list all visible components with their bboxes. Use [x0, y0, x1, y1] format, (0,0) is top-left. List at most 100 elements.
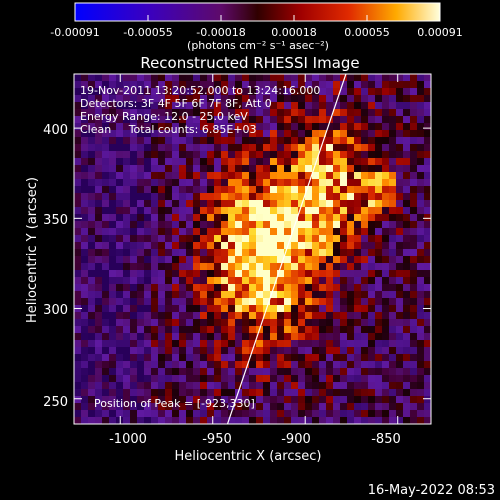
heatmap-cell: [207, 340, 214, 347]
heatmap-cell: [95, 172, 102, 179]
heatmap-cell: [144, 130, 151, 137]
heatmap-cell: [193, 368, 200, 375]
heatmap-cell: [221, 81, 228, 88]
heatmap-cell: [403, 123, 410, 130]
heatmap-cell: [270, 326, 277, 333]
heatmap-cell: [179, 123, 186, 130]
heatmap-cell: [207, 74, 214, 81]
heatmap-cell: [249, 298, 256, 305]
heatmap-cell: [319, 368, 326, 375]
heatmap-cell: [326, 347, 333, 354]
heatmap-cell: [137, 333, 144, 340]
heatmap-cell: [102, 179, 109, 186]
heatmap-cell: [109, 214, 116, 221]
heatmap-cell: [249, 109, 256, 116]
heatmap-cell: [116, 319, 123, 326]
heatmap-cell: [277, 158, 284, 165]
heatmap-cell: [270, 144, 277, 151]
heatmap-cell: [144, 312, 151, 319]
heatmap-cell: [368, 242, 375, 249]
heatmap-cell: [333, 382, 340, 389]
heatmap-cell: [263, 81, 270, 88]
heatmap-cell: [172, 193, 179, 200]
heatmap-cell: [88, 172, 95, 179]
heatmap-cell: [410, 172, 417, 179]
heatmap-cell: [277, 193, 284, 200]
heatmap-cell: [347, 256, 354, 263]
heatmap-cell: [242, 347, 249, 354]
heatmap-cell: [88, 298, 95, 305]
heatmap-cell: [88, 179, 95, 186]
heatmap-cell: [221, 165, 228, 172]
heatmap-cell: [158, 298, 165, 305]
heatmap-cell: [242, 130, 249, 137]
heatmap-cell: [277, 116, 284, 123]
heatmap-cell: [298, 130, 305, 137]
heatmap-cell: [249, 207, 256, 214]
heatmap-cell: [221, 333, 228, 340]
heatmap-cell: [214, 116, 221, 123]
heatmap-cell: [382, 88, 389, 95]
heatmap-cell: [396, 256, 403, 263]
heatmap-cell: [361, 396, 368, 403]
heatmap-cell: [242, 74, 249, 81]
heatmap-cell: [375, 95, 382, 102]
heatmap-cell: [214, 410, 221, 417]
heatmap-cell: [312, 172, 319, 179]
heatmap-cell: [172, 284, 179, 291]
heatmap-cell: [200, 116, 207, 123]
heatmap-cell: [263, 291, 270, 298]
heatmap-cell: [284, 403, 291, 410]
heatmap-cell: [333, 361, 340, 368]
heatmap-cell: [333, 81, 340, 88]
heatmap-cell: [228, 221, 235, 228]
heatmap-cell: [144, 333, 151, 340]
heatmap-cell: [249, 186, 256, 193]
heatmap-cell: [375, 263, 382, 270]
heatmap-cell: [130, 193, 137, 200]
heatmap-cell: [228, 291, 235, 298]
heatmap-cell: [291, 333, 298, 340]
heatmap-cell: [193, 235, 200, 242]
heatmap-cell: [249, 151, 256, 158]
heatmap-cell: [74, 291, 81, 298]
heatmap-cell: [410, 305, 417, 312]
heatmap-cell: [403, 333, 410, 340]
heatmap-cell: [249, 88, 256, 95]
heatmap-cell: [410, 165, 417, 172]
heatmap-cell: [144, 228, 151, 235]
heatmap-cell: [207, 410, 214, 417]
heatmap-cell: [396, 74, 403, 81]
heatmap-cell: [165, 109, 172, 116]
heatmap-cell: [424, 130, 431, 137]
heatmap-cell: [242, 284, 249, 291]
heatmap-cell: [123, 193, 130, 200]
heatmap-cell: [410, 375, 417, 382]
heatmap-cell: [333, 228, 340, 235]
heatmap-cell: [228, 319, 235, 326]
heatmap-cell: [95, 130, 102, 137]
heatmap-cell: [263, 417, 270, 424]
heatmap-cell: [123, 102, 130, 109]
heatmap-cell: [144, 81, 151, 88]
heatmap-cell: [200, 326, 207, 333]
heatmap-cell: [410, 151, 417, 158]
heatmap-cell: [109, 179, 116, 186]
heatmap-cell: [382, 200, 389, 207]
heatmap-cell: [263, 102, 270, 109]
heatmap-cell: [144, 116, 151, 123]
heatmap-cell: [424, 172, 431, 179]
heatmap-cell: [312, 95, 319, 102]
heatmap-cell: [284, 158, 291, 165]
heatmap-cell: [277, 270, 284, 277]
heatmap-cell: [102, 193, 109, 200]
heatmap-cell: [81, 221, 88, 228]
heatmap-cell: [277, 95, 284, 102]
heatmap-cell: [144, 242, 151, 249]
heatmap-cell: [228, 368, 235, 375]
heatmap-cell: [109, 109, 116, 116]
heatmap-cell: [347, 81, 354, 88]
heatmap-cell: [263, 410, 270, 417]
heatmap-cell: [116, 249, 123, 256]
heatmap-cell: [88, 396, 95, 403]
